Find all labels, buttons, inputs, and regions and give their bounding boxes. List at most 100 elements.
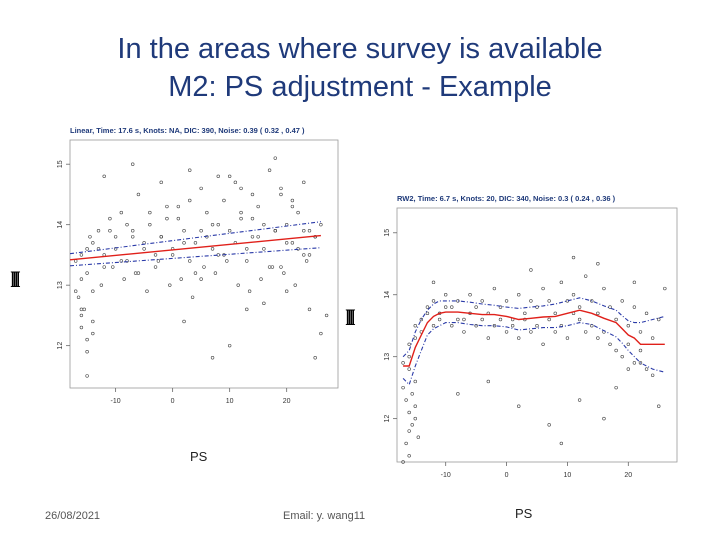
data-point (577, 305, 582, 309)
data-point (474, 305, 478, 309)
data-point (188, 259, 192, 263)
data-point (79, 253, 84, 257)
data-point (136, 192, 141, 197)
data-point (182, 241, 186, 245)
data-point (247, 289, 252, 293)
x-axis-label-right: PS (515, 506, 533, 521)
data-point (159, 235, 163, 239)
data-point (620, 354, 624, 359)
data-point (125, 259, 129, 263)
x-tick-label: 0 (505, 472, 509, 479)
data-point (131, 162, 135, 166)
data-point (638, 348, 643, 353)
data-point (614, 385, 618, 390)
data-point (504, 330, 509, 334)
data-point (632, 361, 637, 365)
data-point (85, 337, 89, 342)
data-point (284, 241, 289, 245)
data-point (307, 307, 312, 312)
data-point (227, 229, 232, 233)
data-point (259, 277, 263, 281)
data-point (468, 293, 472, 297)
data-point (213, 271, 218, 275)
data-point (245, 247, 249, 251)
data-point (270, 265, 275, 269)
data-point (262, 222, 266, 227)
data-point (250, 216, 255, 221)
data-point (262, 247, 266, 251)
data-point (168, 283, 172, 287)
data-point (577, 317, 582, 322)
data-point (182, 319, 186, 324)
footer-email: Email: y. wang11 (283, 510, 366, 522)
y-tick-label: 13 (384, 353, 391, 361)
data-point (79, 307, 84, 312)
data-point (296, 247, 300, 251)
data-point (210, 247, 215, 251)
data-point (450, 305, 454, 309)
data-point (273, 156, 277, 160)
data-point (239, 216, 243, 221)
data-point (596, 311, 600, 316)
data-point (76, 295, 81, 299)
data-point (131, 229, 135, 233)
data-point (644, 367, 649, 371)
data-point (416, 435, 421, 439)
data-point (96, 229, 101, 233)
data-point (85, 350, 89, 354)
data-point (74, 289, 78, 293)
data-point (290, 241, 295, 245)
data-point (307, 229, 312, 233)
y-tick-label: 12 (57, 342, 64, 350)
data-point (153, 253, 158, 257)
data-point (159, 180, 163, 185)
data-point (176, 216, 181, 221)
data-point (222, 198, 226, 203)
data-point (657, 317, 661, 322)
data-point (91, 241, 95, 245)
data-point (279, 186, 283, 191)
data-point (302, 180, 306, 185)
data-point (199, 277, 203, 281)
data-point (233, 180, 238, 185)
data-point (486, 379, 491, 384)
data-point (602, 416, 606, 421)
data-point (480, 317, 484, 322)
data-point (529, 268, 533, 272)
data-point (541, 342, 545, 346)
x-tick-label: 20 (624, 472, 632, 479)
data-point (227, 343, 232, 348)
data-point (614, 348, 618, 353)
data-point (256, 235, 260, 239)
data-point (401, 361, 405, 365)
data-point (99, 283, 104, 287)
ci-upper-line (402, 297, 665, 358)
data-point (199, 229, 203, 233)
data-point (267, 168, 272, 172)
data-point (517, 336, 521, 340)
data-point (85, 374, 89, 378)
data-point (170, 253, 175, 257)
data-point (565, 336, 570, 340)
data-point (583, 330, 588, 334)
data-point (650, 336, 655, 340)
data-point (108, 216, 112, 221)
data-point (88, 235, 92, 239)
data-point (407, 342, 411, 346)
data-point (407, 429, 411, 433)
data-point (437, 317, 442, 322)
data-point (431, 280, 436, 285)
data-point (148, 210, 152, 215)
data-point (644, 311, 649, 316)
y-tick-label: 12 (384, 415, 391, 423)
x-tick-label: 20 (283, 398, 291, 405)
data-point (553, 330, 557, 334)
data-point (122, 277, 126, 281)
data-point (590, 299, 594, 303)
y-tick-label: 15 (57, 160, 64, 168)
data-point (547, 317, 551, 322)
data-point (245, 259, 249, 263)
data-point (632, 305, 637, 309)
data-point (290, 198, 295, 203)
y-tick-label: 14 (384, 291, 391, 299)
